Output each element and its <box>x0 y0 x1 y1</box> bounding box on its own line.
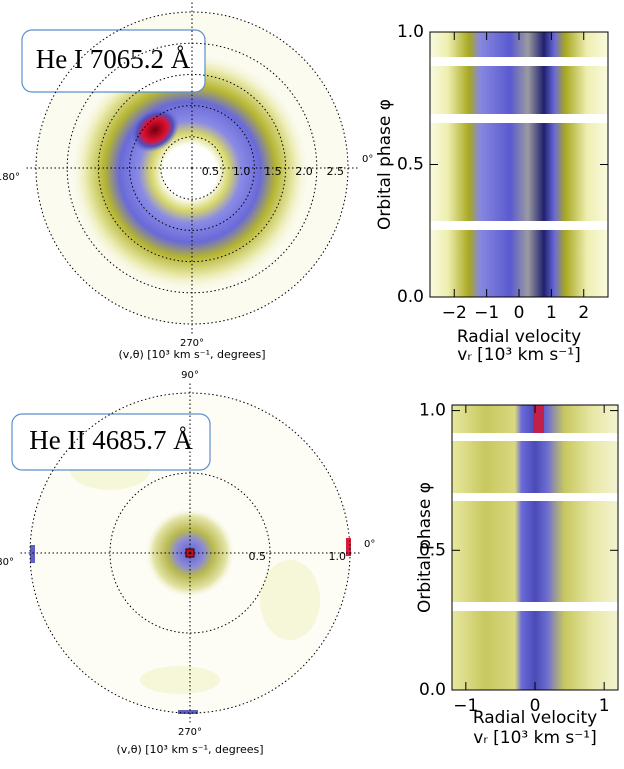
x-tick-label: 2 <box>578 303 589 323</box>
r-tick-label: 2.5 <box>327 165 345 178</box>
grid-circle <box>109 472 271 634</box>
angle-tick-label: 0° <box>364 539 375 550</box>
r-tick-label: 0.5 <box>202 165 220 178</box>
angle-tick-label: 90° <box>181 370 199 381</box>
x-tick-label: 0 <box>530 696 541 716</box>
grid-circle <box>66 42 318 294</box>
x-axis-label: Radial velocity <box>473 708 597 728</box>
x-tick-label: 1 <box>546 303 557 323</box>
x-tick-label: 0 <box>514 303 525 323</box>
x-tick-label: 1 <box>599 696 610 716</box>
line-label: He I 7065.2 Å <box>36 44 191 74</box>
angle-tick-label: 270° <box>178 727 202 738</box>
x-tick-label: −1 <box>474 303 499 323</box>
trailed-spectrum-image <box>452 405 618 690</box>
y-axis-label: Orbital phase φ <box>415 482 435 613</box>
trailed-spectrum-image <box>430 32 608 297</box>
r-tick-label: 2.0 <box>295 165 313 178</box>
x-tick-label: −2 <box>442 303 467 323</box>
grid-circle <box>129 105 255 231</box>
y-tick-label: 1.0 <box>397 22 424 42</box>
label-box <box>21 29 206 93</box>
angle-tick-label: 0° <box>362 154 373 165</box>
r-tick-label: 1.5 <box>264 165 282 178</box>
r-tick-label: 0.5 <box>249 550 267 563</box>
grid-circle <box>35 11 349 325</box>
y-tick-label: 0.5 <box>397 155 424 175</box>
x-axis-label: (v,θ) [10³ km s⁻¹, degrees] <box>118 348 265 361</box>
x-axis-label: vᵣ [10³ km s⁻¹] <box>457 345 580 365</box>
y-tick-label: 0.0 <box>397 287 424 307</box>
y-tick-label: 0.0 <box>419 680 446 700</box>
x-axis-label: Radial velocity <box>457 327 581 347</box>
x-axis-label: vᵣ [10³ km s⁻¹] <box>473 728 596 748</box>
y-axis-label: Orbital phase φ <box>375 99 395 230</box>
grid-circle <box>97 73 287 263</box>
x-tick-label: −1 <box>453 696 478 716</box>
label-box <box>11 413 211 471</box>
line-label: He II 4685.7 Å <box>29 425 193 455</box>
r-tick-label: 1.0 <box>233 165 251 178</box>
r-tick-label: 1.0 <box>329 550 347 563</box>
angle-tick-label: 180° <box>0 557 14 568</box>
grid-circle <box>160 136 224 200</box>
grid-circle <box>29 392 351 714</box>
y-tick-label: 1.0 <box>419 401 446 421</box>
x-axis-label: (v,θ) [10³ km s⁻¹, degrees] <box>116 743 263 756</box>
angle-tick-label: 270° <box>180 338 204 349</box>
y-tick-label: 0.5 <box>419 540 446 560</box>
angle-tick-label: 180° <box>0 172 20 183</box>
